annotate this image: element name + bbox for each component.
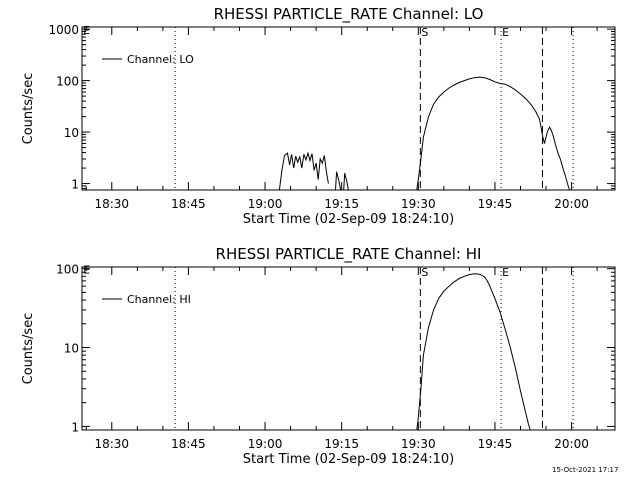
hi-chart-title: RHESSI PARTICLE_RATE Channel: HI	[216, 245, 482, 264]
lo-series-line	[416, 76, 570, 190]
lo-series-line	[278, 151, 329, 190]
lo-corner-mark-e: E	[83, 24, 90, 37]
hi-chart-group: RHESSI PARTICLE_RATE Channel: HI 18:30 18:…	[21, 245, 616, 467]
lo-x-axis-label: Start Time (02-Sep-09 18:24:10)	[243, 212, 454, 227]
lo-chart-group: RHESSI PARTICLE_RATE Channel: LO 18:30 18:…	[21, 5, 616, 227]
lo-y-axis-label: Counts/sec	[21, 73, 36, 145]
lo-x-tick-label: 18:45	[171, 197, 206, 211]
lo-marker-label-s: S	[421, 26, 428, 39]
hi-corner-mark-e: E	[83, 264, 90, 277]
hi-legend-label: Channel: HI	[127, 293, 191, 306]
hi-x-tick-label: 19:45	[478, 437, 513, 451]
hi-x-axis-label: Start Time (02-Sep-09 18:24:10)	[243, 452, 454, 467]
lo-y-tick-label: 100	[56, 75, 79, 89]
lo-y-tick-label: 1000	[48, 23, 79, 37]
lo-series-line	[343, 172, 349, 190]
hi-axis-frame	[81, 266, 616, 431]
hi-y-tick-label: 10	[64, 342, 79, 356]
hi-series-line	[416, 273, 531, 430]
hi-x-tick-label: 19:30	[401, 437, 436, 451]
lo-series-line	[335, 171, 342, 190]
hi-x-tick-label: 19:15	[324, 437, 359, 451]
hi-x-tick-label: 19:00	[248, 437, 283, 451]
hi-marker-label-s: S	[421, 266, 428, 279]
lo-x-tick-label: 19:30	[401, 197, 436, 211]
lo-x-tick-label: 19:15	[324, 197, 359, 211]
hi-y-tick-label: 100	[56, 263, 79, 277]
lo-x-tick-label: 18:30	[94, 197, 129, 211]
hi-marker-label-e: E	[502, 266, 509, 279]
hi-x-tick-label: 18:45	[171, 437, 206, 451]
lo-x-tick-label: 19:00	[248, 197, 283, 211]
lo-x-tick-label: 19:45	[478, 197, 513, 211]
hi-x-tick-label: 20:00	[554, 437, 589, 451]
timestamp-label: 15-Oct-2021 17:17	[552, 466, 619, 474]
lo-legend-label: Channel: LO	[127, 53, 194, 66]
lo-y-tick-label: 1	[71, 178, 79, 192]
hi-y-tick-label: 1	[71, 420, 79, 434]
lo-marker-label-e: E	[502, 26, 509, 39]
lo-x-tick-label: 20:00	[554, 197, 589, 211]
lo-chart-title: RHESSI PARTICLE_RATE Channel: LO	[214, 5, 484, 24]
lo-y-tick-label: 10	[64, 126, 79, 140]
lo-axis-frame	[81, 26, 616, 191]
hi-y-axis-label: Counts/sec	[21, 313, 36, 385]
hi-x-tick-label: 18:30	[94, 437, 129, 451]
